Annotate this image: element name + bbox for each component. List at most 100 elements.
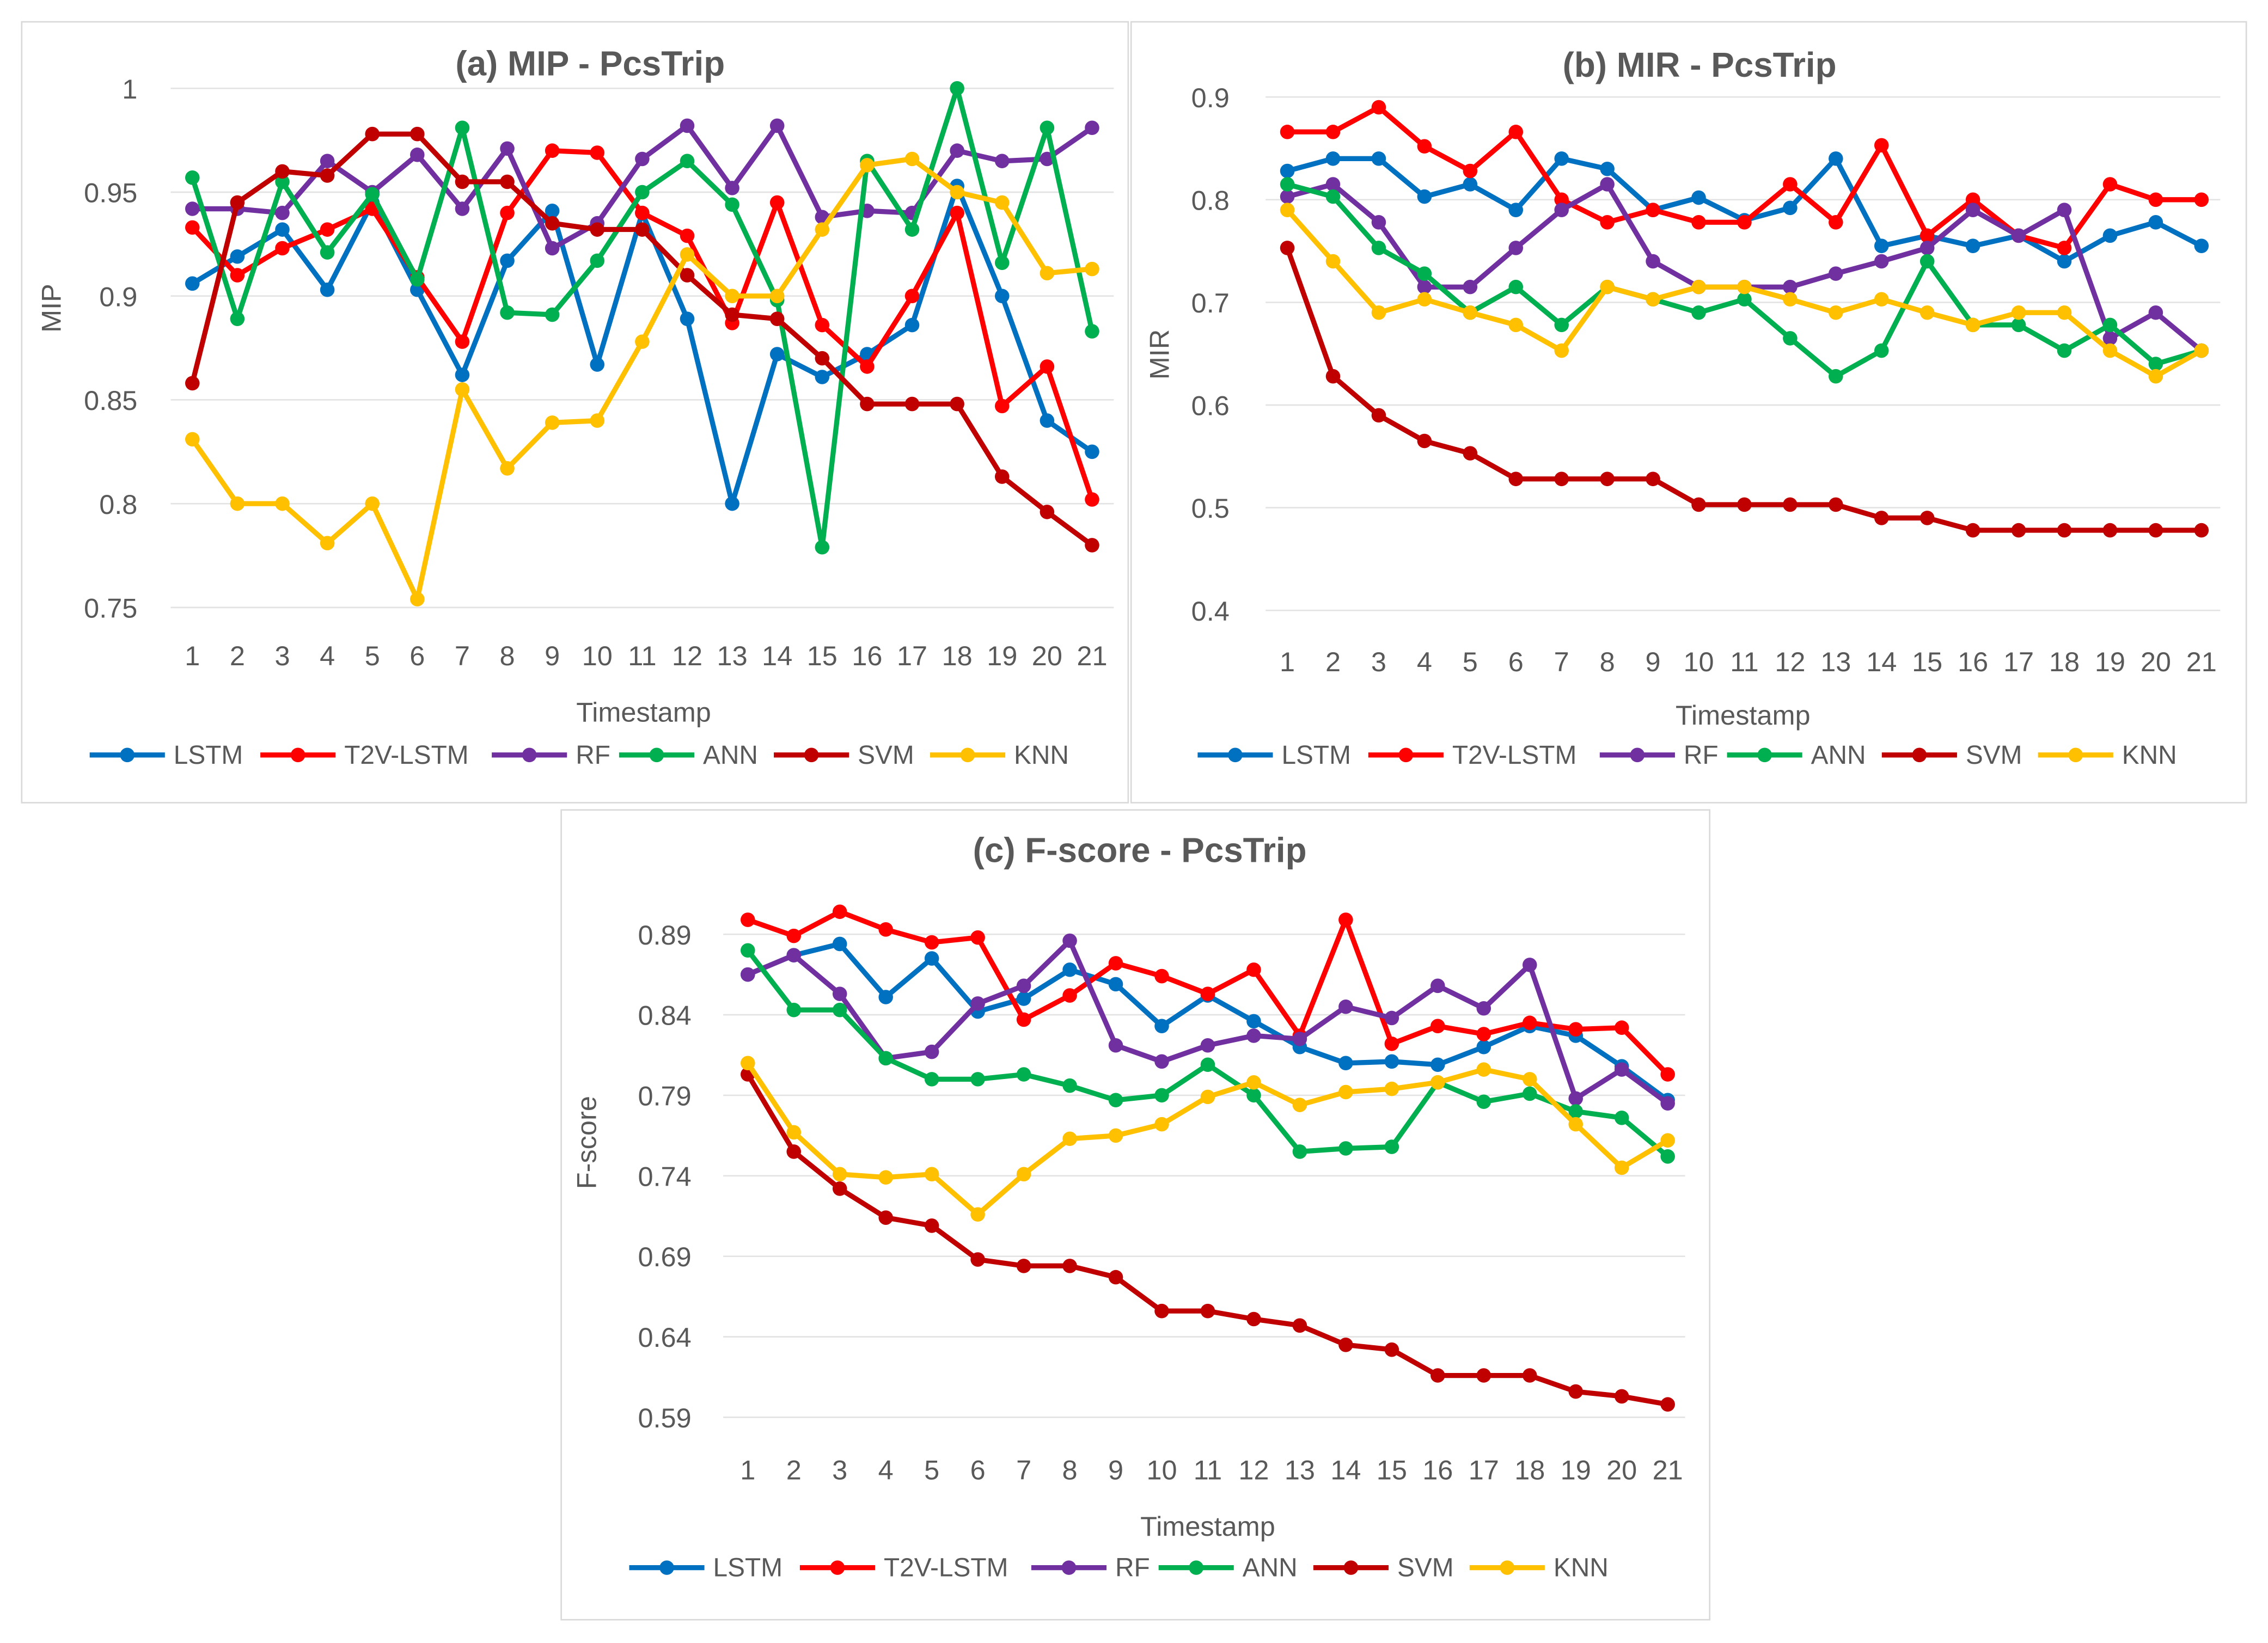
panel-b-point-knn (1737, 279, 1752, 295)
panel-a-y-tick-label: 0.95 (84, 177, 137, 209)
panel-a-point-knn (860, 158, 875, 173)
panel-a-legend-label-svm: SVM (858, 741, 914, 770)
panel-c-x-tick-label: 17 (1469, 1455, 1499, 1486)
panel-a-point-lstm (455, 367, 470, 382)
panel-b-point-rf (1919, 241, 1935, 255)
panel-a-point-lstm (680, 311, 695, 326)
panel-c-point-svm (1292, 1318, 1307, 1333)
panel-a-x-tick-label: 18 (942, 640, 973, 671)
panel-c-x-tick-label: 7 (1016, 1455, 1031, 1486)
panel-a-x-tick-label: 12 (672, 640, 702, 671)
panel-b-point-ann (1829, 369, 1843, 384)
panel-c-point-ann (970, 1072, 985, 1087)
panel-c-point-t2v-lstm (1154, 968, 1169, 984)
panel-b-point-ann (2102, 317, 2118, 333)
panel-b-x-tick-label: 15 (1912, 646, 1942, 677)
panel-c-point-knn (1431, 1075, 1445, 1090)
panel-b-point-t2v-lstm (2148, 192, 2163, 207)
panel-b-point-lstm (2102, 228, 2118, 243)
panel-b-y-tick-label: 0.6 (1191, 390, 1230, 421)
panel-c-point-rf (1016, 978, 1031, 994)
panel-a-point-t2v-lstm (950, 205, 964, 220)
panel-c-point-knn (1338, 1084, 1353, 1100)
panel-a-point-svm (815, 351, 830, 366)
panel-b-point-t2v-lstm (2194, 192, 2209, 207)
panel-c-point-svm (1338, 1338, 1353, 1352)
panel-c-point-ann (1568, 1104, 1583, 1119)
panel-a-point-svm (860, 396, 875, 412)
panel-a-x-tick-label: 15 (807, 640, 837, 671)
panel-b-point-rf (2011, 228, 2026, 243)
panel-c-x-tick-label: 14 (1330, 1455, 1361, 1486)
panel-a-point-knn (815, 222, 830, 237)
panel-a-point-ann (904, 222, 920, 237)
panel-a-point-knn (950, 185, 964, 200)
panel-c-point-svm (1522, 1368, 1537, 1383)
panel-b-point-lstm (1965, 238, 1980, 253)
panel-c-point-lstm (1016, 991, 1031, 1006)
panel-b-point-t2v-lstm (1691, 215, 1706, 230)
panel-b-legend-label-rf: RF (1684, 741, 1719, 770)
panel-a-legend-label-t2v-lstm: T2V-LSTM (344, 741, 468, 770)
panel-c-point-ann (924, 1072, 939, 1087)
panel-b-x-tick-label: 4 (1417, 646, 1432, 677)
panel-a-point-lstm (904, 317, 920, 333)
panel-b-point-ann (1508, 279, 1524, 295)
panel-c-point-ann (1016, 1067, 1031, 1082)
panel-a-x-tick-label: 8 (500, 640, 515, 671)
panel-a-point-ann (365, 187, 380, 202)
panel-c-legend-label-lstm: LSTM (713, 1554, 783, 1583)
panel-a-point-lstm (725, 496, 739, 511)
panel-a-point-svm (230, 195, 245, 210)
panel-c-point-t2v-lstm (786, 928, 802, 943)
panel-b-point-svm (1600, 471, 1615, 487)
panel-a-point-ann (1040, 120, 1055, 136)
panel-b-point-svm (2057, 523, 2072, 538)
panel-c-point-rf (1154, 1054, 1169, 1069)
panel-c-point-svm (786, 1144, 802, 1159)
panel-a-point-ann (725, 197, 739, 212)
panel-c-y-tick-label: 0.69 (638, 1241, 691, 1272)
panel-c-point-knn (832, 1167, 847, 1182)
panel-a-point-lstm (994, 289, 1010, 303)
panel-a-point-t2v-lstm (904, 289, 920, 303)
panel-b-point-lstm (1783, 200, 1798, 216)
panel-b-point-svm (1554, 471, 1569, 487)
panel-c-point-lstm (1476, 1039, 1491, 1055)
panel-a-point-svm (275, 164, 290, 179)
panel-c-point-rf (1614, 1062, 1629, 1077)
panel-b-y-axis-label: MIR (1144, 329, 1175, 379)
panel-a-point-rf (410, 148, 425, 162)
panel-a-point-rf (680, 118, 695, 133)
panel-a-point-knn (410, 592, 425, 606)
panel-b-legend-marker-rf (1630, 747, 1645, 763)
panel-b-point-knn (1783, 292, 1798, 307)
panel-b-point-rf (1965, 203, 1980, 217)
panel-b-point-lstm (1280, 163, 1295, 179)
panel-b-point-rf (2148, 305, 2163, 320)
panel-c-point-svm (1431, 1368, 1445, 1383)
panel-c-x-tick-label: 6 (970, 1455, 986, 1486)
panel-a-point-knn (725, 289, 739, 303)
panel-a-point-t2v-lstm (500, 205, 515, 220)
panel-b-point-rf (2102, 331, 2118, 346)
panel-b-point-rf (1417, 279, 1432, 295)
panel-b-point-rf (1280, 189, 1295, 204)
panel-b-point-lstm (1463, 177, 1478, 192)
panel-b-point-ann (2011, 317, 2026, 333)
panel-a-x-tick-label: 10 (582, 640, 613, 671)
panel-a-point-knn (275, 496, 290, 511)
panel-a-x-tick-label: 7 (455, 640, 470, 671)
panel-a-point-knn (994, 195, 1010, 210)
panel-c-point-ann (1476, 1094, 1491, 1109)
panel-a-title: (a) MIP - PcsTrip (455, 44, 725, 83)
panel-a-point-lstm (500, 253, 515, 268)
panel-a-point-knn (500, 461, 515, 476)
panel-b-point-lstm (1829, 151, 1843, 166)
panel-a-point-ann (994, 255, 1010, 270)
panel-b-point-t2v-lstm (1646, 203, 1660, 217)
panel-c-point-svm (878, 1210, 893, 1225)
panel-c-point-rf (1660, 1096, 1675, 1111)
panel-b-x-tick-label: 17 (2003, 646, 2034, 677)
panel-c-point-svm (1154, 1303, 1169, 1319)
